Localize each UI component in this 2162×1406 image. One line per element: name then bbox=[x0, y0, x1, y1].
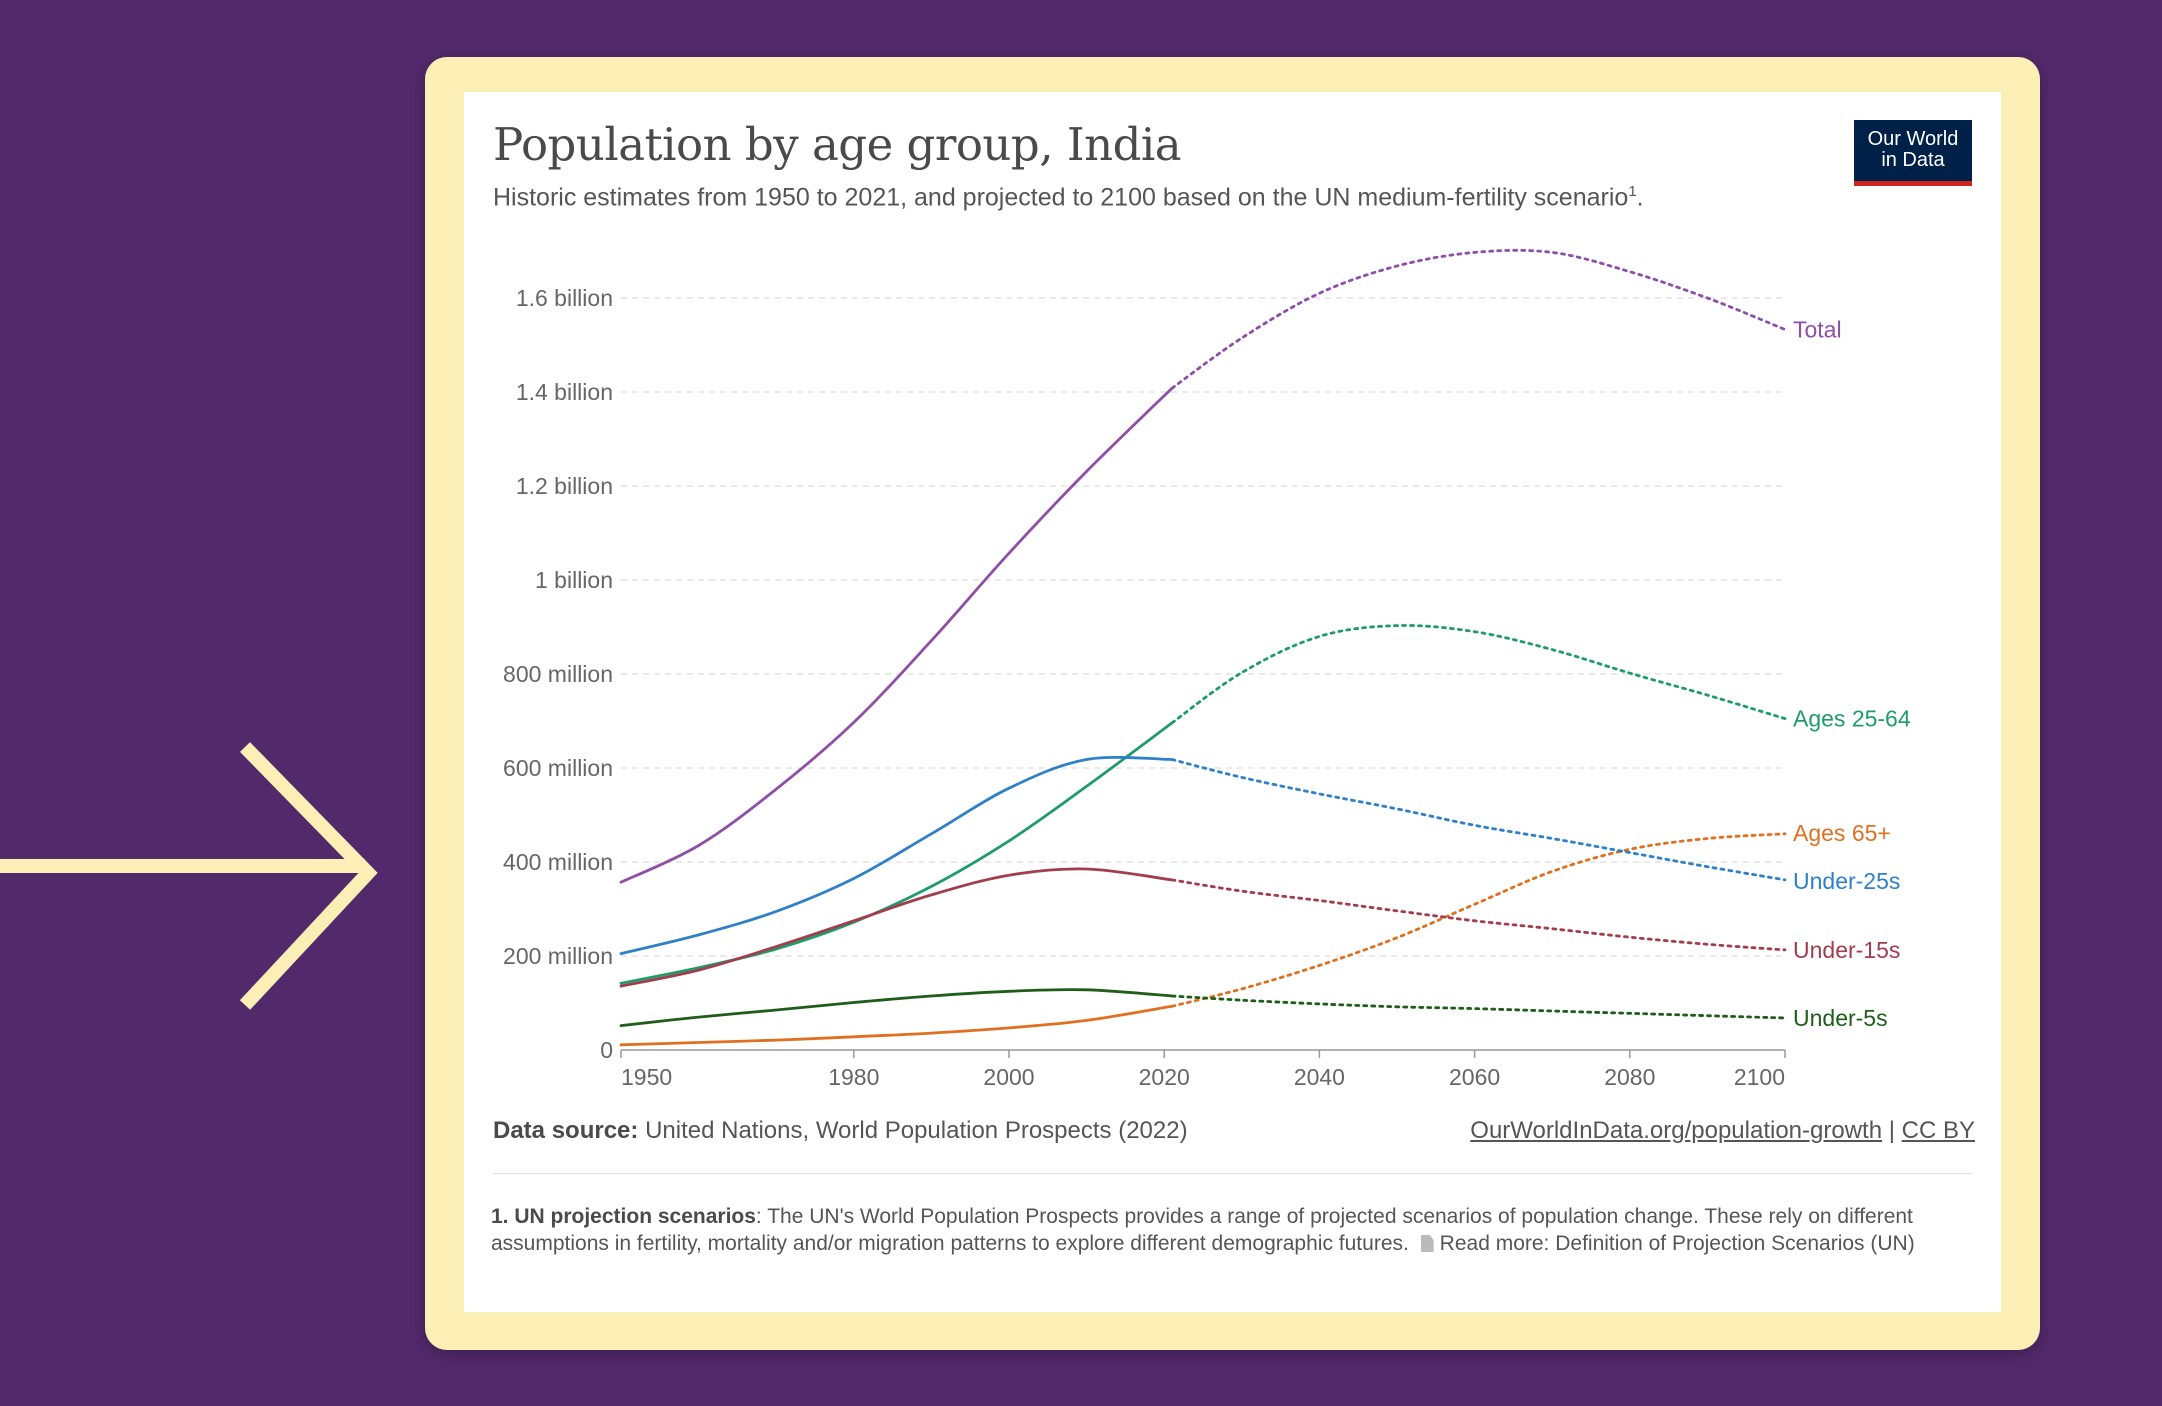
source-link-row: OurWorldInData.org/population-growth | C… bbox=[1470, 1117, 1975, 1145]
y-tick-label: 400 million bbox=[503, 849, 613, 875]
right-arrow-icon bbox=[0, 742, 378, 1010]
x-tick-label: 2060 bbox=[1449, 1064, 1500, 1090]
y-tick-label: 200 million bbox=[503, 943, 613, 969]
footnote-text: : The UN's World Population Prospects pr… bbox=[491, 1205, 1913, 1255]
x-tick-label: 2100 bbox=[1734, 1064, 1785, 1090]
source-text: United Nations, World Population Prospec… bbox=[645, 1117, 1188, 1144]
series-line-ages-25-64-projected[interactable] bbox=[1170, 624, 1787, 725]
chart-subtitle: Historic estimates from 1950 to 2021, an… bbox=[493, 183, 1644, 212]
y-tick-label: 1.6 billion bbox=[516, 285, 613, 311]
footnote-ref[interactable]: 1 bbox=[1628, 183, 1637, 200]
read-more-link[interactable]: Read more: Definition of Projection Scen… bbox=[1439, 1232, 1915, 1255]
x-tick-label: 1980 bbox=[828, 1064, 879, 1090]
footer-divider bbox=[493, 1173, 1973, 1174]
y-tick-label: 0 bbox=[600, 1037, 613, 1063]
subtitle-end: . bbox=[1636, 183, 1644, 212]
x-axis: 1950 1980 2000 2020 2040 2060 2080 2100 bbox=[620, 1049, 1786, 1090]
series-line-under-15s-historic[interactable] bbox=[619, 867, 1174, 988]
grid bbox=[621, 297, 1785, 957]
document-icon bbox=[1420, 1235, 1434, 1252]
subtitle-text: Historic estimates from 1950 to 2021, an… bbox=[493, 183, 1629, 212]
logo-line-1: Our World bbox=[1867, 128, 1959, 150]
line-chart: 0 200 million 400 million 600 million 800 mi… bbox=[503, 248, 1911, 1090]
data-source: Data source: United Nations, World Popul… bbox=[493, 1117, 1188, 1145]
series-label-under-25s[interactable]: Under-25s bbox=[1793, 868, 1900, 894]
series-line-under-15s-projected[interactable] bbox=[1170, 878, 1787, 952]
x-tick-label: 2000 bbox=[983, 1064, 1034, 1090]
series-label-under-5s[interactable]: Under-5s bbox=[1793, 1005, 1888, 1031]
series-line-ages-25-64-historic[interactable] bbox=[619, 721, 1174, 985]
series-line-ages-65-projected[interactable] bbox=[1170, 832, 1787, 1008]
series-line-under-5s-historic[interactable] bbox=[619, 988, 1174, 1027]
series-label-total[interactable]: Total bbox=[1793, 316, 1842, 342]
series-line-under-25s-projected[interactable] bbox=[1170, 758, 1787, 882]
y-tick-label: 1 billion bbox=[535, 567, 613, 593]
y-axis: 0 200 million 400 million 600 million 800 mi… bbox=[503, 285, 613, 1063]
chart-card bbox=[464, 92, 2001, 1312]
series-line-total-projected[interactable] bbox=[1170, 248, 1787, 390]
x-tick-label: 2080 bbox=[1604, 1064, 1655, 1090]
x-tick-label: 1950 bbox=[621, 1064, 672, 1090]
footnote-label: 1. UN projection scenarios bbox=[491, 1205, 756, 1228]
license-link[interactable]: CC BY bbox=[1901, 1117, 1975, 1144]
series-line-under-25s-historic[interactable] bbox=[619, 756, 1174, 955]
series-lines bbox=[619, 248, 1787, 1047]
x-tick-label: 2040 bbox=[1294, 1064, 1345, 1090]
y-tick-label: 600 million bbox=[503, 755, 613, 781]
series-line-ages-65-historic[interactable] bbox=[619, 1004, 1174, 1047]
owid-link[interactable]: OurWorldInData.org/population-growth bbox=[1470, 1117, 1883, 1144]
x-tick-label: 2020 bbox=[1139, 1064, 1190, 1090]
series-line-total-historic[interactable] bbox=[619, 386, 1174, 884]
series-label-under-15s[interactable]: Under-15s bbox=[1793, 937, 1900, 963]
footnote: 1. UN projection scenarios: The UN's Wor… bbox=[491, 1203, 1973, 1257]
chart-title: Population by age group, India bbox=[493, 118, 1182, 171]
link-separator: | bbox=[1888, 1117, 1895, 1144]
logo-line-2: in Data bbox=[1881, 149, 1945, 171]
series-label-ages-25-64[interactable]: Ages 25-64 bbox=[1793, 706, 1911, 732]
y-tick-label: 1.2 billion bbox=[516, 473, 613, 499]
source-label: Data source: bbox=[493, 1117, 639, 1144]
series-label-ages-65[interactable]: Ages 65+ bbox=[1793, 820, 1891, 846]
owid-logo[interactable]: Our World in Data bbox=[1854, 120, 1972, 186]
y-tick-label: 1.4 billion bbox=[516, 379, 613, 405]
y-tick-label: 800 million bbox=[503, 661, 613, 687]
series-labels: Total Ages 25-64 Ages 65+ Under-25s Under-15… bbox=[1793, 316, 1911, 1031]
series-line-under-5s-projected[interactable] bbox=[1170, 994, 1787, 1020]
